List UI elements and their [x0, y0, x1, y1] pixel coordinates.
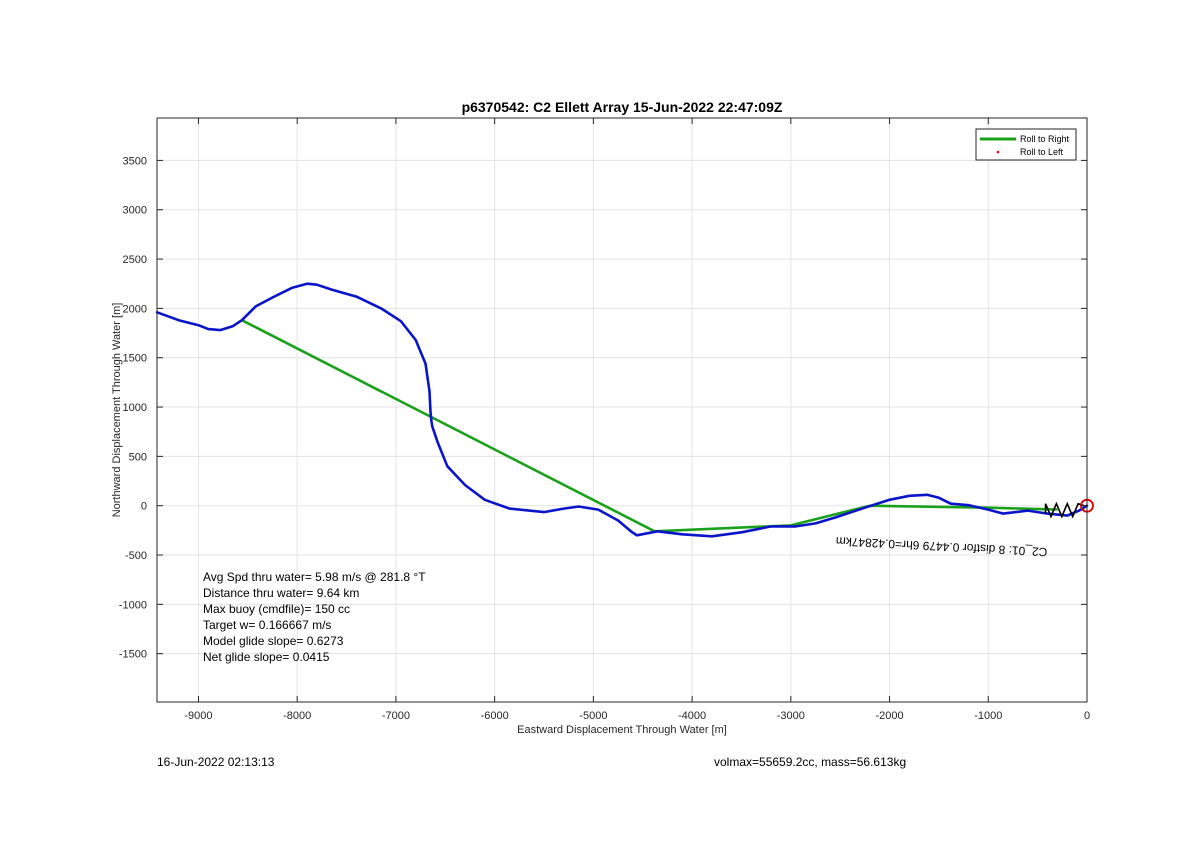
y-tick-label: 1000	[123, 402, 147, 414]
legend-label-roll-left: Roll to Left	[1020, 147, 1064, 157]
y-axis-label: Northward Displacement Through Water [m]	[111, 303, 123, 518]
y-tick-label: -1000	[119, 599, 147, 611]
stats-line: Model glide slope= 0.6273	[203, 634, 344, 648]
x-axis-label: Eastward Displacement Through Water [m]	[517, 724, 727, 736]
y-tick-label: -500	[125, 550, 147, 562]
y-tick-label: 2500	[123, 254, 147, 266]
x-tick-label: -1000	[974, 710, 1002, 722]
legend-box	[975, 128, 1077, 161]
y-tick-label: 3500	[123, 155, 147, 167]
x-tick-label: -8000	[283, 710, 311, 722]
x-tick-label: -4000	[678, 710, 706, 722]
legend: Roll to Right Roll to Left	[975, 128, 1077, 161]
roll-right-line	[241, 319, 1058, 533]
stats-line: Target w= 0.166667 m/s	[203, 618, 331, 632]
trajectory-line	[155, 282, 1089, 538]
y-tick-label: 2000	[123, 303, 147, 315]
footer-timestamp: 16-Jun-2022 02:13:13	[157, 755, 275, 769]
y-tick-label: 3000	[123, 205, 147, 217]
chart-title: p6370542: C2 Ellett Array 15-Jun-2022 22…	[462, 99, 783, 115]
y-tick-label: -1500	[119, 649, 147, 661]
y-tick-label: 500	[129, 451, 147, 463]
axes-box	[156, 117, 1088, 703]
x-tick-label: 0	[1084, 710, 1090, 722]
x-tick-label: -3000	[777, 710, 805, 722]
x-tick-label: -9000	[184, 710, 212, 722]
footer-volmax-mass: volmax=55659.2cc, mass=56.613kg	[714, 755, 907, 769]
x-tick-label: -2000	[875, 710, 903, 722]
y-tick-label: 0	[141, 501, 147, 513]
legend-label-roll-right: Roll to Right	[1020, 134, 1070, 144]
stats-line: Avg Spd thru water= 5.98 m/s @ 281.8 °T	[203, 570, 426, 584]
x-tick-label: -5000	[579, 710, 607, 722]
stats-line: Max buoy (cmdfile)= 150 cc	[203, 602, 350, 616]
y-tick-label: 1500	[123, 353, 147, 365]
stats-line: Net glide slope= 0.0415	[203, 650, 330, 664]
stats-line: Distance thru water= 9.64 km	[203, 586, 359, 600]
axis-ticks: -9000 -8000 -7000 -6000 -5000 -4000 -3000 -2000…	[119, 118, 1090, 722]
waypoint-arrows	[1044, 501, 1085, 519]
legend-swatch-roll-left	[996, 150, 1000, 154]
x-tick-label: -6000	[481, 710, 509, 722]
x-tick-label: -7000	[382, 710, 410, 722]
stats-annotations: Avg Spd thru water= 5.98 m/s @ 281.8 °T D…	[203, 570, 426, 664]
